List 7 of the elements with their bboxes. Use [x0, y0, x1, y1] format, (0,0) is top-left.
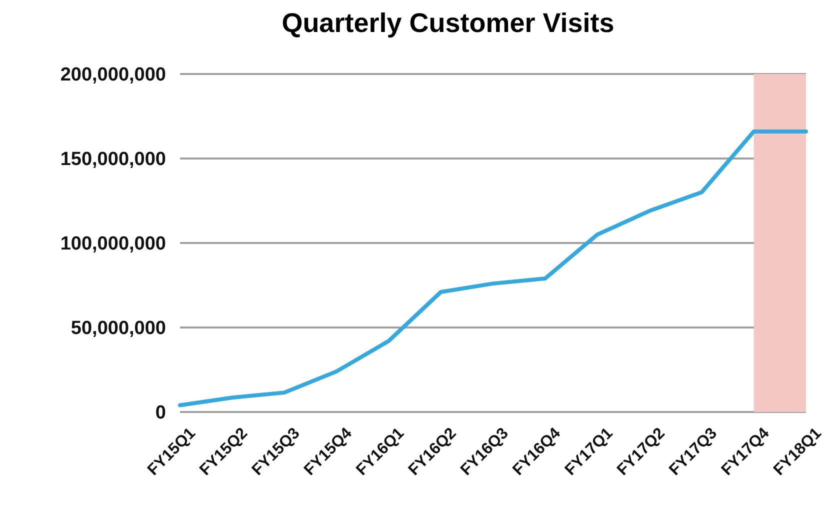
y-tick-label: 0: [155, 402, 166, 424]
line-series: [178, 129, 808, 408]
chart-title: Quarterly Customer Visits: [280, 8, 616, 40]
y-tick-label: 100,000,000: [60, 234, 166, 255]
y-tick-label: 150,000,000: [60, 149, 166, 170]
y-tick-label: 50,000,000: [70, 318, 166, 340]
y-tick-label: 200,000,000: [60, 64, 166, 86]
